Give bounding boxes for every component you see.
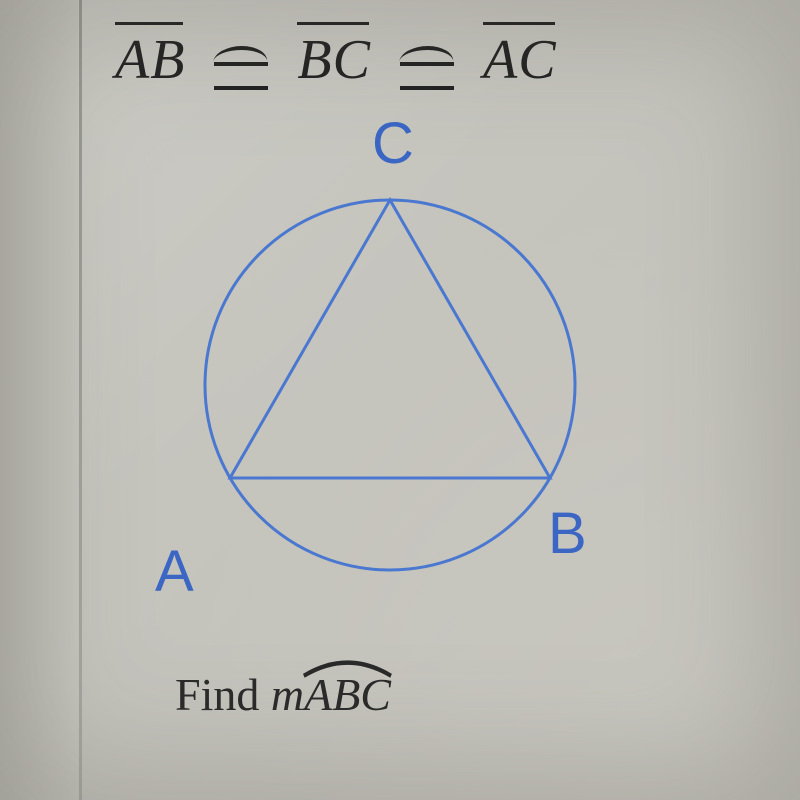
- page-margin-rule: [79, 0, 82, 800]
- point-label-b: B: [548, 500, 587, 567]
- segment-ab: AB: [115, 22, 185, 92]
- segment-bc: BC: [297, 22, 371, 92]
- problem-content: AB BC AC: [115, 22, 760, 92]
- segment-ac: AC: [483, 22, 557, 92]
- point-label-c: C: [372, 110, 414, 177]
- geometry-diagram: [170, 135, 610, 605]
- arc-overline-icon: [302, 656, 393, 678]
- triangle-abc: [230, 200, 550, 478]
- arc-abc: ABC: [304, 668, 391, 721]
- congruence-statement: AB BC AC: [115, 22, 760, 92]
- circumscribed-circle: [205, 200, 575, 570]
- congruent-symbol-2: [400, 40, 454, 84]
- measure-symbol: m: [271, 669, 304, 720]
- congruent-symbol-1: [214, 40, 268, 84]
- question-text: Find m ABC: [175, 668, 391, 721]
- page-gutter: [0, 0, 78, 800]
- diagram-svg: [170, 135, 610, 605]
- question-prefix: Find: [175, 669, 271, 720]
- point-label-a: A: [155, 538, 194, 605]
